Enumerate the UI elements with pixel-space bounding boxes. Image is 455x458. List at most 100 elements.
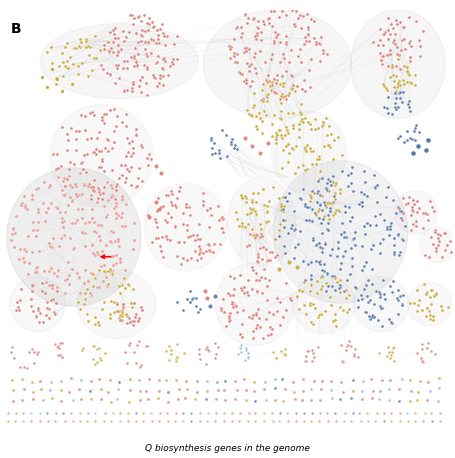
Point [259, 289, 266, 296]
Point [82, 36, 90, 43]
Point [251, 33, 258, 40]
Point [437, 303, 445, 310]
Point [51, 417, 58, 425]
Point [65, 258, 72, 265]
Point [293, 7, 300, 14]
Point [338, 378, 345, 386]
Point [58, 354, 66, 361]
Point [330, 192, 338, 200]
Point [129, 20, 136, 27]
Point [407, 43, 415, 50]
Point [144, 395, 152, 403]
Point [127, 163, 135, 170]
Point [367, 297, 374, 304]
Point [82, 168, 89, 175]
Point [132, 57, 140, 64]
Point [256, 314, 263, 322]
Point [228, 417, 235, 425]
Point [323, 186, 330, 194]
Point [252, 277, 259, 284]
Point [297, 11, 304, 18]
Point [101, 262, 108, 269]
Point [134, 174, 141, 182]
Point [283, 279, 290, 287]
Point [309, 237, 317, 244]
Point [340, 229, 348, 236]
Point [349, 213, 356, 221]
Point [278, 7, 286, 14]
Point [182, 377, 190, 384]
Point [248, 314, 256, 322]
Point [341, 409, 348, 416]
Point [326, 251, 333, 259]
Point [236, 331, 243, 338]
Point [369, 39, 377, 46]
Point [230, 49, 238, 57]
Point [278, 108, 285, 115]
Point [332, 274, 339, 281]
Point [254, 17, 262, 25]
Point [423, 289, 430, 296]
Point [263, 397, 270, 404]
Point [50, 295, 57, 303]
Point [327, 181, 334, 188]
Point [394, 55, 402, 63]
Point [263, 111, 270, 119]
Point [114, 212, 121, 219]
Point [322, 203, 329, 211]
Point [316, 58, 324, 65]
Point [181, 238, 188, 245]
Point [166, 343, 173, 350]
Point [313, 212, 320, 219]
Point [97, 263, 105, 270]
Point [54, 272, 61, 279]
Point [243, 198, 250, 206]
Point [34, 205, 41, 213]
Point [121, 178, 128, 185]
Point [39, 279, 46, 287]
Point [415, 302, 422, 309]
Point [118, 195, 126, 202]
Point [302, 202, 309, 210]
Point [131, 236, 138, 243]
Point [86, 387, 94, 394]
Point [107, 417, 115, 425]
Point [225, 289, 232, 296]
Point [230, 300, 238, 307]
Point [87, 134, 95, 142]
Point [278, 135, 286, 142]
Point [128, 87, 136, 94]
Point [273, 307, 281, 315]
Point [334, 245, 341, 252]
Point [44, 48, 51, 55]
Point [160, 54, 167, 61]
Point [315, 40, 323, 47]
Point [363, 409, 370, 416]
Point [374, 181, 381, 188]
Point [392, 104, 399, 111]
Point [359, 377, 366, 385]
Point [389, 111, 396, 118]
Point [156, 40, 163, 47]
Point [99, 190, 106, 197]
Point [389, 319, 396, 327]
Point [242, 387, 249, 394]
Point [87, 184, 94, 191]
Point [235, 68, 243, 75]
Point [155, 52, 162, 60]
Point [97, 236, 104, 244]
Point [168, 199, 175, 206]
Point [296, 121, 303, 128]
Point [9, 225, 16, 232]
Point [282, 217, 289, 224]
Point [34, 307, 41, 314]
Point [123, 153, 130, 160]
Point [203, 248, 210, 255]
Point [320, 260, 328, 267]
Point [229, 301, 236, 308]
Point [151, 216, 158, 223]
Point [324, 180, 331, 187]
Point [295, 125, 303, 133]
Point [315, 175, 323, 183]
Point [130, 220, 137, 227]
